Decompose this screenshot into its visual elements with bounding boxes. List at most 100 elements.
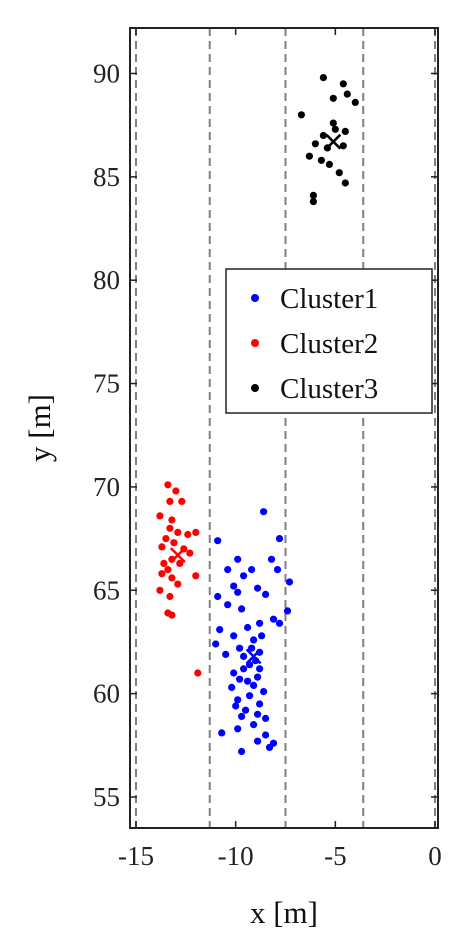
- data-point-cluster1: [234, 555, 242, 563]
- data-point-cluster2: [186, 549, 194, 557]
- data-point-cluster3: [317, 156, 325, 164]
- data-point-cluster3: [343, 90, 351, 98]
- data-point-cluster1: [283, 607, 292, 615]
- legend: Cluster1 Cluster2 Cluster3: [225, 268, 433, 414]
- data-point-cluster1: [216, 626, 224, 634]
- data-point-cluster2: [172, 487, 180, 495]
- centroid-marker-cluster1: [245, 648, 262, 665]
- data-point-cluster1: [212, 640, 220, 648]
- legend-marker-cluster2: [251, 339, 259, 347]
- data-point-cluster1: [265, 743, 274, 752]
- data-point-cluster2: [168, 516, 176, 524]
- data-point-cluster1: [262, 714, 270, 723]
- data-point-cluster1: [254, 737, 262, 745]
- data-point-cluster1: [236, 675, 244, 683]
- data-point-cluster1: [269, 615, 278, 623]
- cluster-centroids: [169, 133, 342, 665]
- data-point-cluster3: [341, 179, 349, 187]
- legend-label-cluster2: Cluster2: [280, 328, 378, 360]
- x-tick-label: -5: [324, 841, 347, 871]
- y-tick-label: 70: [93, 472, 120, 502]
- data-point-cluster2: [192, 528, 200, 537]
- y-tick-labels: 55 60 65 70 75 80 85 90: [93, 58, 120, 812]
- data-point-cluster1: [236, 644, 244, 652]
- data-point-cluster1: [238, 712, 246, 721]
- data-point-cluster1: [234, 725, 242, 733]
- data-point-cluster1: [228, 683, 236, 692]
- y-tick-label: 65: [93, 575, 120, 605]
- data-point-cluster1: [214, 537, 222, 545]
- legend-marker-cluster3: [251, 384, 259, 392]
- data-point-cluster2: [158, 570, 166, 578]
- y-tick-label: 55: [93, 782, 120, 812]
- data-point-cluster1: [246, 692, 254, 700]
- data-point-cluster1: [224, 601, 232, 609]
- data-point-cluster2: [166, 497, 174, 505]
- y-tick-label: 80: [93, 265, 120, 295]
- data-point-cluster1: [248, 644, 256, 652]
- data-point-cluster1: [222, 650, 230, 659]
- data-point-cluster2: [192, 572, 200, 580]
- data-point-cluster3: [339, 142, 347, 150]
- y-tick-label: 90: [93, 58, 120, 88]
- x-tick-label: -10: [218, 841, 254, 871]
- data-point-cluster3: [311, 140, 319, 148]
- data-point-cluster2: [156, 512, 164, 520]
- data-point-cluster1: [232, 702, 240, 710]
- data-point-cluster3: [329, 94, 337, 102]
- data-point-cluster2: [174, 528, 182, 537]
- data-point-cluster1: [262, 731, 270, 739]
- data-point-cluster1: [240, 572, 248, 580]
- legend-box: [225, 268, 433, 414]
- data-point-cluster3: [329, 119, 337, 127]
- data-point-cluster1: [238, 605, 246, 613]
- data-point-cluster1: [285, 578, 294, 586]
- data-point-cluster1: [242, 706, 250, 714]
- data-point-cluster1: [260, 688, 268, 696]
- data-point-cluster3: [331, 125, 339, 133]
- data-point-cluster3: [319, 74, 327, 82]
- data-point-cluster1: [244, 623, 252, 632]
- data-point-cluster2: [164, 481, 172, 489]
- data-point-cluster1: [230, 669, 238, 677]
- data-point-cluster2: [168, 611, 176, 619]
- data-point-cluster1: [248, 566, 256, 574]
- y-axis-label: y [m]: [22, 394, 57, 462]
- data-point-cluster2: [168, 555, 176, 563]
- data-point-cluster1: [240, 665, 248, 673]
- legend-label-cluster3: Cluster3: [280, 373, 378, 405]
- data-point-cluster1: [250, 721, 258, 729]
- data-point-cluster2: [174, 580, 182, 588]
- data-point-cluster1: [254, 673, 262, 681]
- axis-ticks: [130, 28, 438, 828]
- legend-label-cluster1: Cluster1: [280, 283, 378, 315]
- data-point-cluster1: [218, 729, 226, 737]
- data-point-cluster2: [194, 669, 202, 677]
- data-point-cluster3: [341, 127, 349, 135]
- y-tick-label: 60: [93, 679, 120, 709]
- data-point-cluster1: [214, 592, 222, 601]
- lane-lines: [134, 28, 437, 828]
- x-tick-labels: -15 -10 -5 0: [118, 841, 442, 871]
- plot-area-background: [130, 28, 438, 828]
- data-point-cluster3: [309, 191, 317, 199]
- data-point-cluster1: [258, 632, 266, 640]
- centroid-marker-cluster2: [169, 547, 186, 564]
- legend-marker-cluster1: [251, 294, 259, 302]
- data-point-cluster2: [160, 559, 168, 568]
- data-points: [156, 74, 359, 756]
- data-point-cluster2: [178, 497, 186, 505]
- data-point-cluster1: [260, 508, 268, 516]
- data-point-cluster1: [250, 636, 258, 644]
- data-point-cluster3: [339, 80, 347, 88]
- data-point-cluster2: [166, 592, 174, 601]
- data-point-cluster1: [230, 632, 238, 640]
- data-point-cluster2: [176, 559, 184, 568]
- data-point-cluster1: [275, 535, 284, 543]
- data-point-cluster3: [305, 152, 313, 160]
- data-point-cluster1: [224, 566, 232, 574]
- data-point-cluster1: [238, 747, 246, 756]
- data-point-cluster2: [170, 539, 178, 547]
- x-axis-label: x [m]: [250, 895, 318, 930]
